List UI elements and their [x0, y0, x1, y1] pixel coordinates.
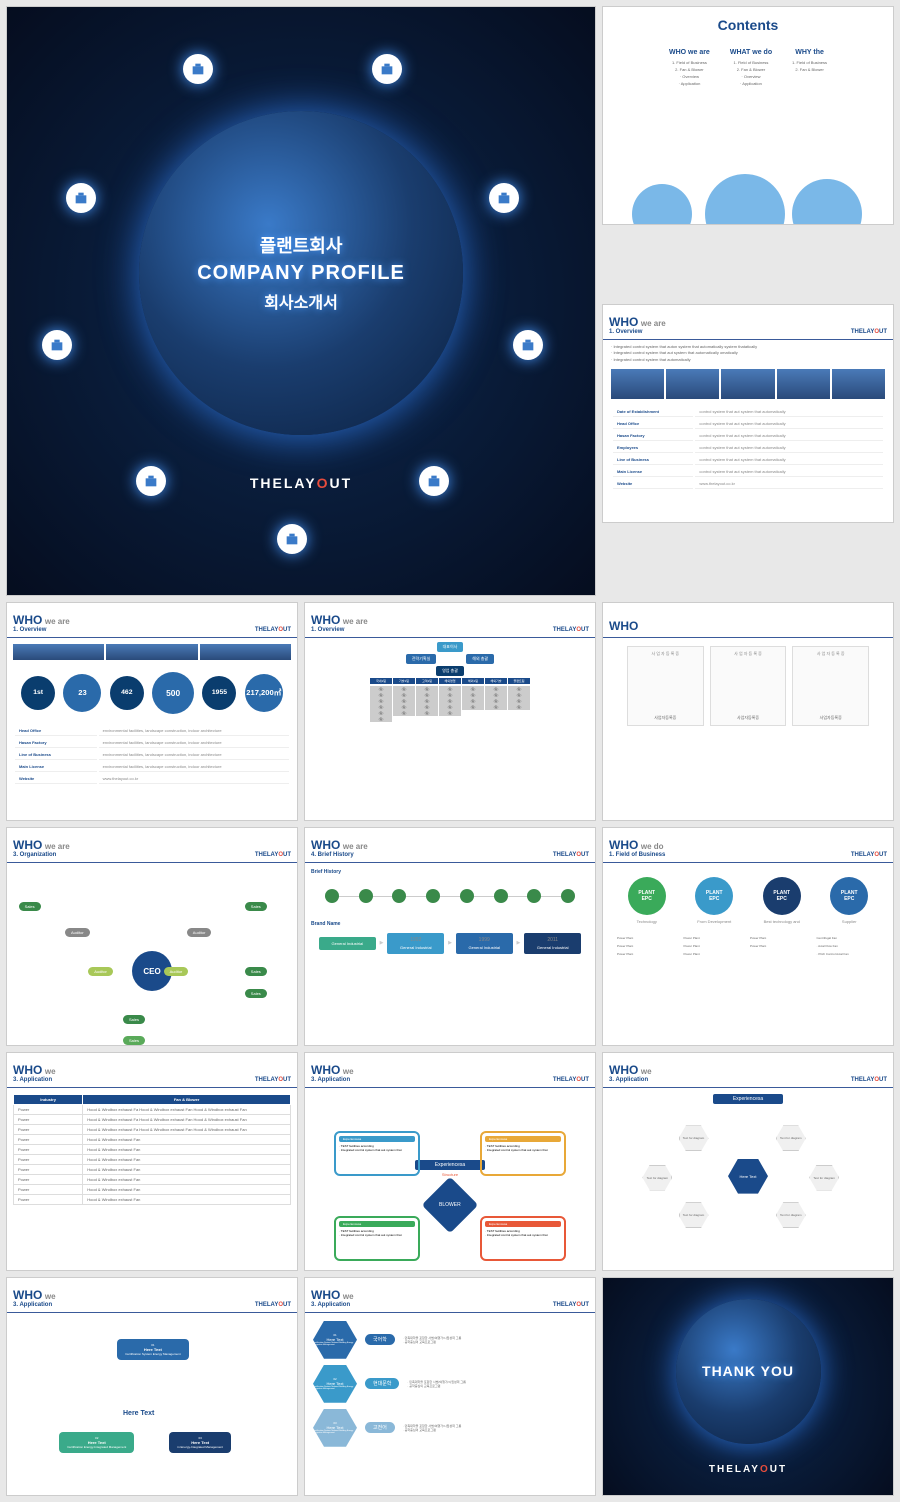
field-slide: WHO we do1. Field of Business THELAYOUT …: [602, 827, 894, 1046]
field-circles: PLANTEPCTechnologyPLANTEPCFrom Developme…: [609, 869, 887, 932]
history-slide: WHO we are4. Brief History THELAYOUT Bri…: [304, 827, 596, 1046]
overview-table-2: Head Officeenvironmental facilities, lan…: [13, 724, 291, 786]
slide-header: WHO we are 1. Overview THELAYOUT: [603, 305, 893, 340]
certs-slide: WHO 사 업 자 등 록 증사업자등록증사 업 자 등 록 증사업자등록증사 …: [602, 602, 894, 821]
overview-slide-2: WHO we are1. Overview THELAYOUT 1st23462…: [6, 602, 298, 821]
certs-body: 사 업 자 등 록 증사업자등록증사 업 자 등 록 증사업자등록증사 업 자 …: [603, 638, 893, 820]
overview-slide-1: WHO we are 1. Overview THELAYOUT · Integ…: [602, 304, 894, 523]
org-headers: 국내1팀기술1팀고객1팀해외영업해외1팀해외기술플랜트팀: [370, 678, 530, 684]
hero-title-en: COMPANY PROFILE: [197, 262, 405, 285]
org-grid: (팀)(팀)(팀)(팀)(팀)(팀)(팀)(팀)(팀)(팀)(팀)(팀)(팀)(…: [370, 686, 530, 722]
overview-bullets: · Integrated control system that auton s…: [611, 344, 885, 363]
org-chart: 대표이사 전략기획실해외 총괄 영업 총괄 국내1팀기술1팀고객1팀해외영업해외…: [305, 638, 595, 820]
hex-diagram: Here Text Text for diagramText for diagr…: [609, 1104, 887, 1249]
flow-slide: WHO we3. Application THELAYOUT 01Here Te…: [304, 1277, 596, 1496]
flow-col: 01Here TextCertification System National…: [305, 1313, 595, 1495]
overview-images: [611, 369, 885, 399]
brand-logo: THELAYOUT: [709, 1464, 787, 1475]
exp-diagram: Experiencesa Structure Experiencesa· TES…: [305, 1088, 595, 1271]
tri-diagram: Here Text 01Here TextCertification Syste…: [7, 1313, 297, 1496]
brand-row: General Industrial▶1992General Industria…: [311, 929, 589, 958]
contents-title: Contents: [603, 7, 893, 39]
skyline-graphic: [603, 159, 893, 224]
hero-slide: 플랜트회사 COMPANY PROFILE 회사소개서 THELAYOUT: [6, 6, 596, 596]
hero-title-kr: 플랜트회사: [260, 232, 343, 258]
stats-row: 1st234625001955217,200㎡: [13, 662, 291, 724]
orgchart-slide: WHO we are1. Overview THELAYOUT 대표이사 전략기…: [304, 602, 596, 821]
experience-slide: WHO we3. Application THELAYOUT Experienc…: [304, 1052, 596, 1271]
contents-slide: Contents WHO we are1. Field of Business2…: [602, 6, 894, 225]
brand-logo: THELAYOUT: [851, 329, 887, 335]
thank-globe: THANK YOU: [676, 1299, 821, 1444]
triangle-slide: WHO we3. Application THELAYOUT Here Text…: [6, 1277, 298, 1496]
hero-subtitle: 회사소개서: [264, 289, 338, 313]
ceo-chart: CEO AuditorAuditorSalesSalesAuditorAudit…: [7, 863, 297, 1046]
thankyou-slide: THANK YOU THELAYOUT: [602, 1277, 894, 1496]
overview-table-1: Date of Establishmentcontrol system that…: [611, 405, 885, 491]
hero-globe: 플랜트회사 COMPANY PROFILE 회사소개서: [139, 111, 462, 434]
hex-slide: WHO we3. Application THELAYOUT Experienc…: [602, 1052, 894, 1271]
app-table: IndustryFan & BlowerPowerHood & Windbox …: [13, 1094, 291, 1205]
timeline: [311, 879, 589, 913]
field-items: Power PlantPower PlantPower PlantCentrif…: [609, 932, 887, 960]
slide-grid: 플랜트회사 COMPANY PROFILE 회사소개서 THELAYOUT Co…: [0, 0, 900, 1502]
organization-slide: WHO we are3. Organization THELAYOUT CEO …: [6, 827, 298, 1046]
app-table-slide: WHO we3. Application THELAYOUT IndustryF…: [6, 1052, 298, 1271]
contents-body: WHO we are1. Field of Business2. Fan & B…: [603, 39, 893, 88]
overview-body: · Integrated control system that auton s…: [603, 340, 893, 522]
